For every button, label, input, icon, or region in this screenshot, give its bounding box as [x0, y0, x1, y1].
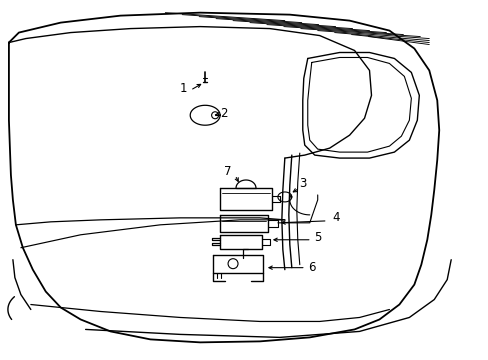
Text: 3: 3 — [299, 177, 306, 190]
Text: 2: 2 — [220, 107, 227, 120]
Text: 4: 4 — [331, 211, 339, 224]
Text: 5: 5 — [313, 231, 321, 244]
Text: 7: 7 — [224, 165, 231, 177]
Text: 1: 1 — [179, 82, 186, 95]
Text: 6: 6 — [307, 261, 315, 274]
